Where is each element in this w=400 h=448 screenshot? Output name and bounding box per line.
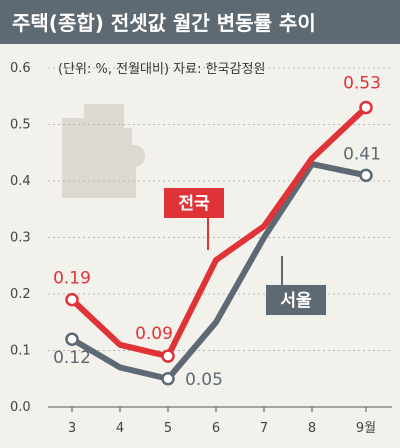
- data-point-marker: [359, 168, 373, 183]
- axes: 0.0 0.1 0.2 0.3 0.4 0.5 0.6 3 4 5 6 7 8 9월: [10, 61, 392, 436]
- title-bar: [0, 0, 400, 44]
- data-label: 0.05: [185, 370, 223, 390]
- data-label: 0.09: [135, 324, 173, 344]
- x-tick-label: 5: [164, 421, 172, 436]
- grid: [48, 67, 392, 351]
- data-point-marker: [359, 100, 373, 115]
- data-label: 0.53: [343, 74, 381, 94]
- series-tag-national: [164, 188, 224, 218]
- series-tag-label: 전국: [178, 194, 210, 214]
- y-tick-label: 0.1: [10, 344, 31, 359]
- data-labels: 0.19 0.09 0.53 0.12 0.05 0.41: [53, 74, 381, 390]
- y-tick-label: 0.0: [10, 400, 31, 415]
- x-tick-label: 6: [212, 421, 220, 436]
- series: [65, 100, 373, 386]
- y-tick-label: 0.2: [10, 287, 31, 302]
- x-tick-label: 7: [260, 421, 268, 436]
- data-point-marker: [65, 292, 79, 307]
- x-tick-label: 9월: [356, 421, 376, 436]
- y-tick-label: 0.3: [10, 231, 31, 246]
- data-label: 0.19: [53, 269, 91, 289]
- data-label: 0.41: [343, 144, 381, 164]
- x-tick-label: 3: [68, 421, 76, 436]
- data-point-marker: [161, 349, 175, 363]
- series-tag-label: 서울: [280, 291, 312, 311]
- unit-source-note: (단위: %, 전월대비) 자료: 한국감정원: [58, 62, 265, 77]
- y-tick-label: 0.5: [10, 118, 31, 133]
- y-tick-label: 0.6: [10, 61, 31, 76]
- building-illustration: [62, 104, 145, 198]
- x-tick-label: 4: [116, 421, 124, 436]
- series-line-seoul: [69, 161, 369, 382]
- data-point-marker: [65, 332, 79, 346]
- x-tick-label: 8: [308, 421, 316, 436]
- y-tick-label: 0.4: [10, 174, 31, 189]
- chart-title: 주택(종합) 전셋값 월간 변동률 추이: [12, 11, 316, 35]
- series-line-national: [69, 104, 369, 360]
- data-point-marker: [161, 372, 175, 386]
- data-label: 0.12: [53, 348, 91, 368]
- series-tag-seoul: [266, 285, 326, 315]
